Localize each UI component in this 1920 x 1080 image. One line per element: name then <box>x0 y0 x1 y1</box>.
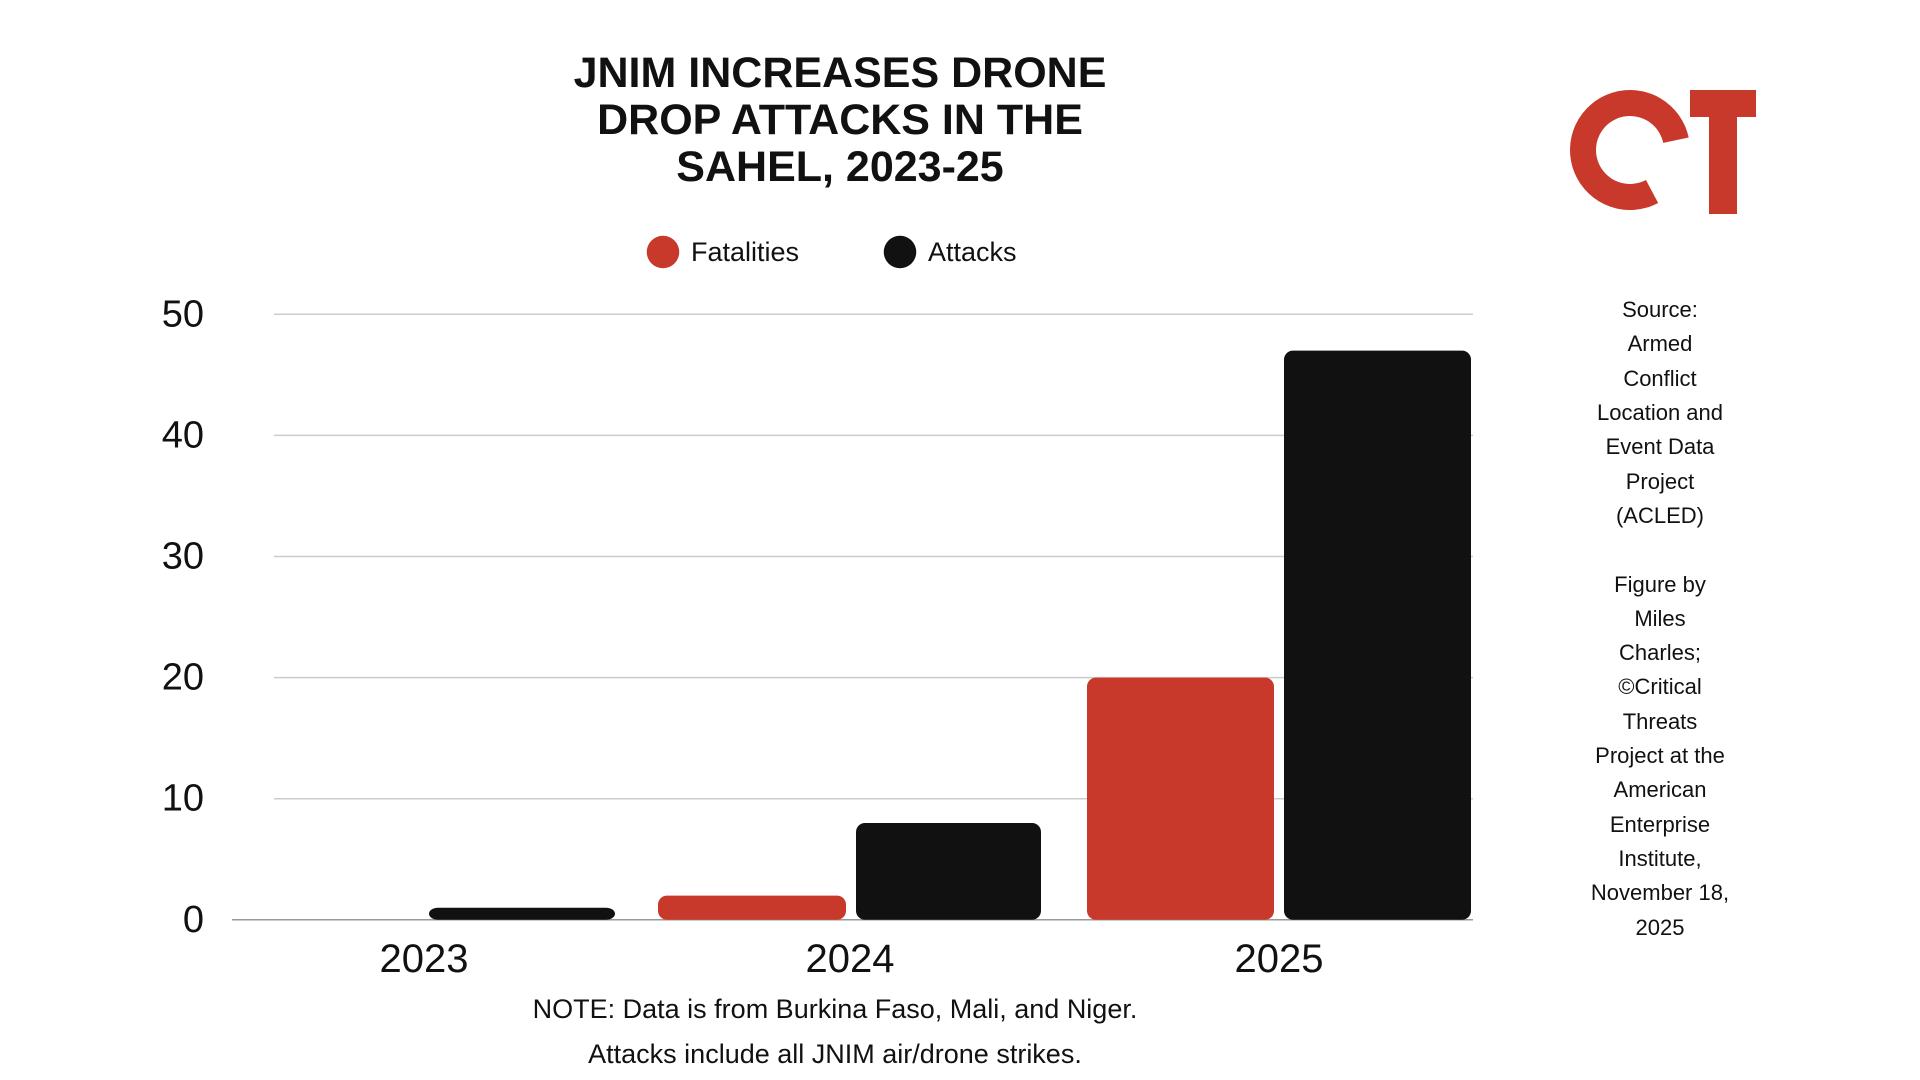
svg-text:2024: 2024 <box>806 937 895 981</box>
svg-text:2023: 2023 <box>380 937 469 981</box>
svg-text:50: 50 <box>162 293 204 335</box>
svg-text:20: 20 <box>162 657 204 699</box>
svg-text:2025: 2025 <box>1235 937 1324 981</box>
svg-text:10: 10 <box>162 778 204 820</box>
svg-text:0: 0 <box>183 899 204 941</box>
svg-text:30: 30 <box>162 536 204 578</box>
svg-text:40: 40 <box>162 414 204 456</box>
